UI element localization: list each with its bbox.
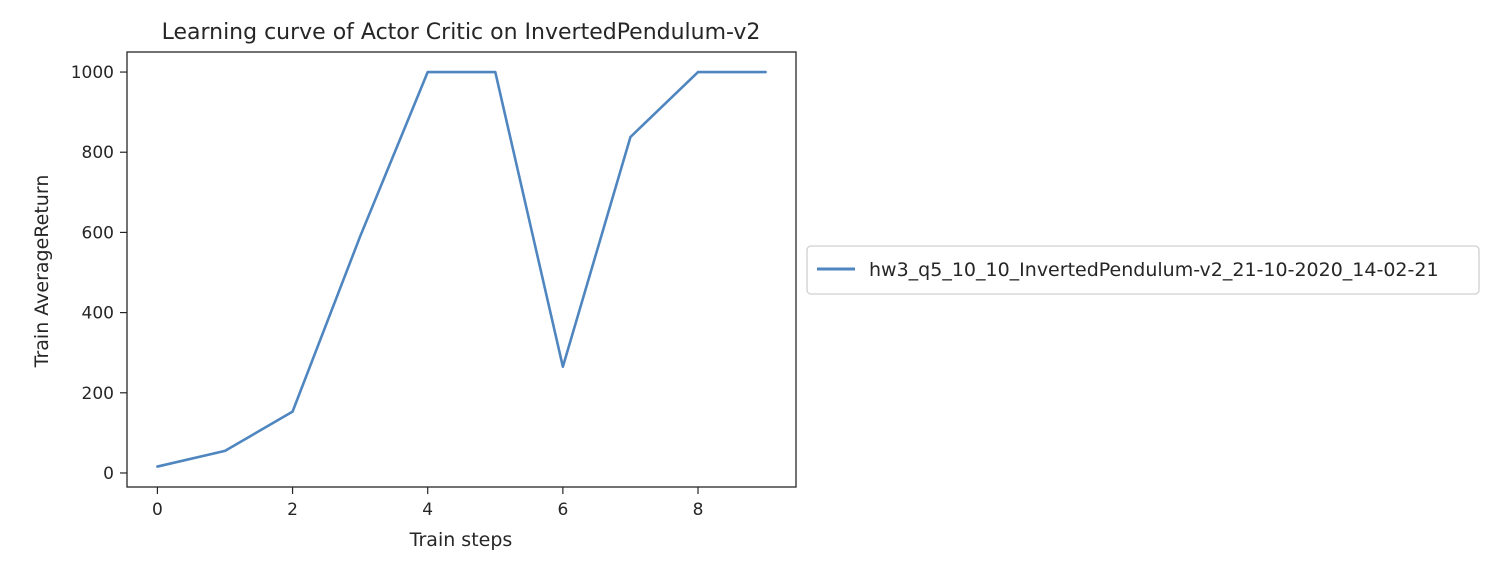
legend: hw3_q5_10_10_InvertedPendulum-v2_21-10-2… bbox=[806, 245, 1480, 295]
legend-box bbox=[806, 245, 1480, 295]
x-tick-label: 6 bbox=[557, 500, 568, 520]
axes-frame bbox=[126, 51, 797, 488]
y-tick-label: 1000 bbox=[71, 63, 114, 83]
y-tick-label: 800 bbox=[82, 143, 114, 163]
legend-label: hw3_q5_10_10_InvertedPendulum-v2_21-10-2… bbox=[869, 259, 1439, 281]
x-tick-label: 8 bbox=[693, 500, 704, 520]
x-tick-label: 0 bbox=[152, 500, 163, 520]
y-tick-label: 400 bbox=[82, 304, 114, 324]
x-tick-label: 2 bbox=[287, 500, 298, 520]
x-tick-label: 4 bbox=[422, 500, 433, 520]
y-tick-label: 0 bbox=[103, 464, 114, 484]
series-line bbox=[156, 70, 767, 468]
x-axis-label: Train steps bbox=[409, 529, 513, 551]
y-tick-label: 200 bbox=[82, 384, 114, 404]
plot-area: 0 2 4 6 8 0 200 400 600 800 1000 bbox=[71, 51, 797, 520]
chart-title: Learning curve of Actor Critic on Invert… bbox=[162, 20, 761, 45]
y-axis-label: Train AverageReturn bbox=[31, 175, 53, 369]
y-tick-label: 600 bbox=[82, 223, 114, 243]
